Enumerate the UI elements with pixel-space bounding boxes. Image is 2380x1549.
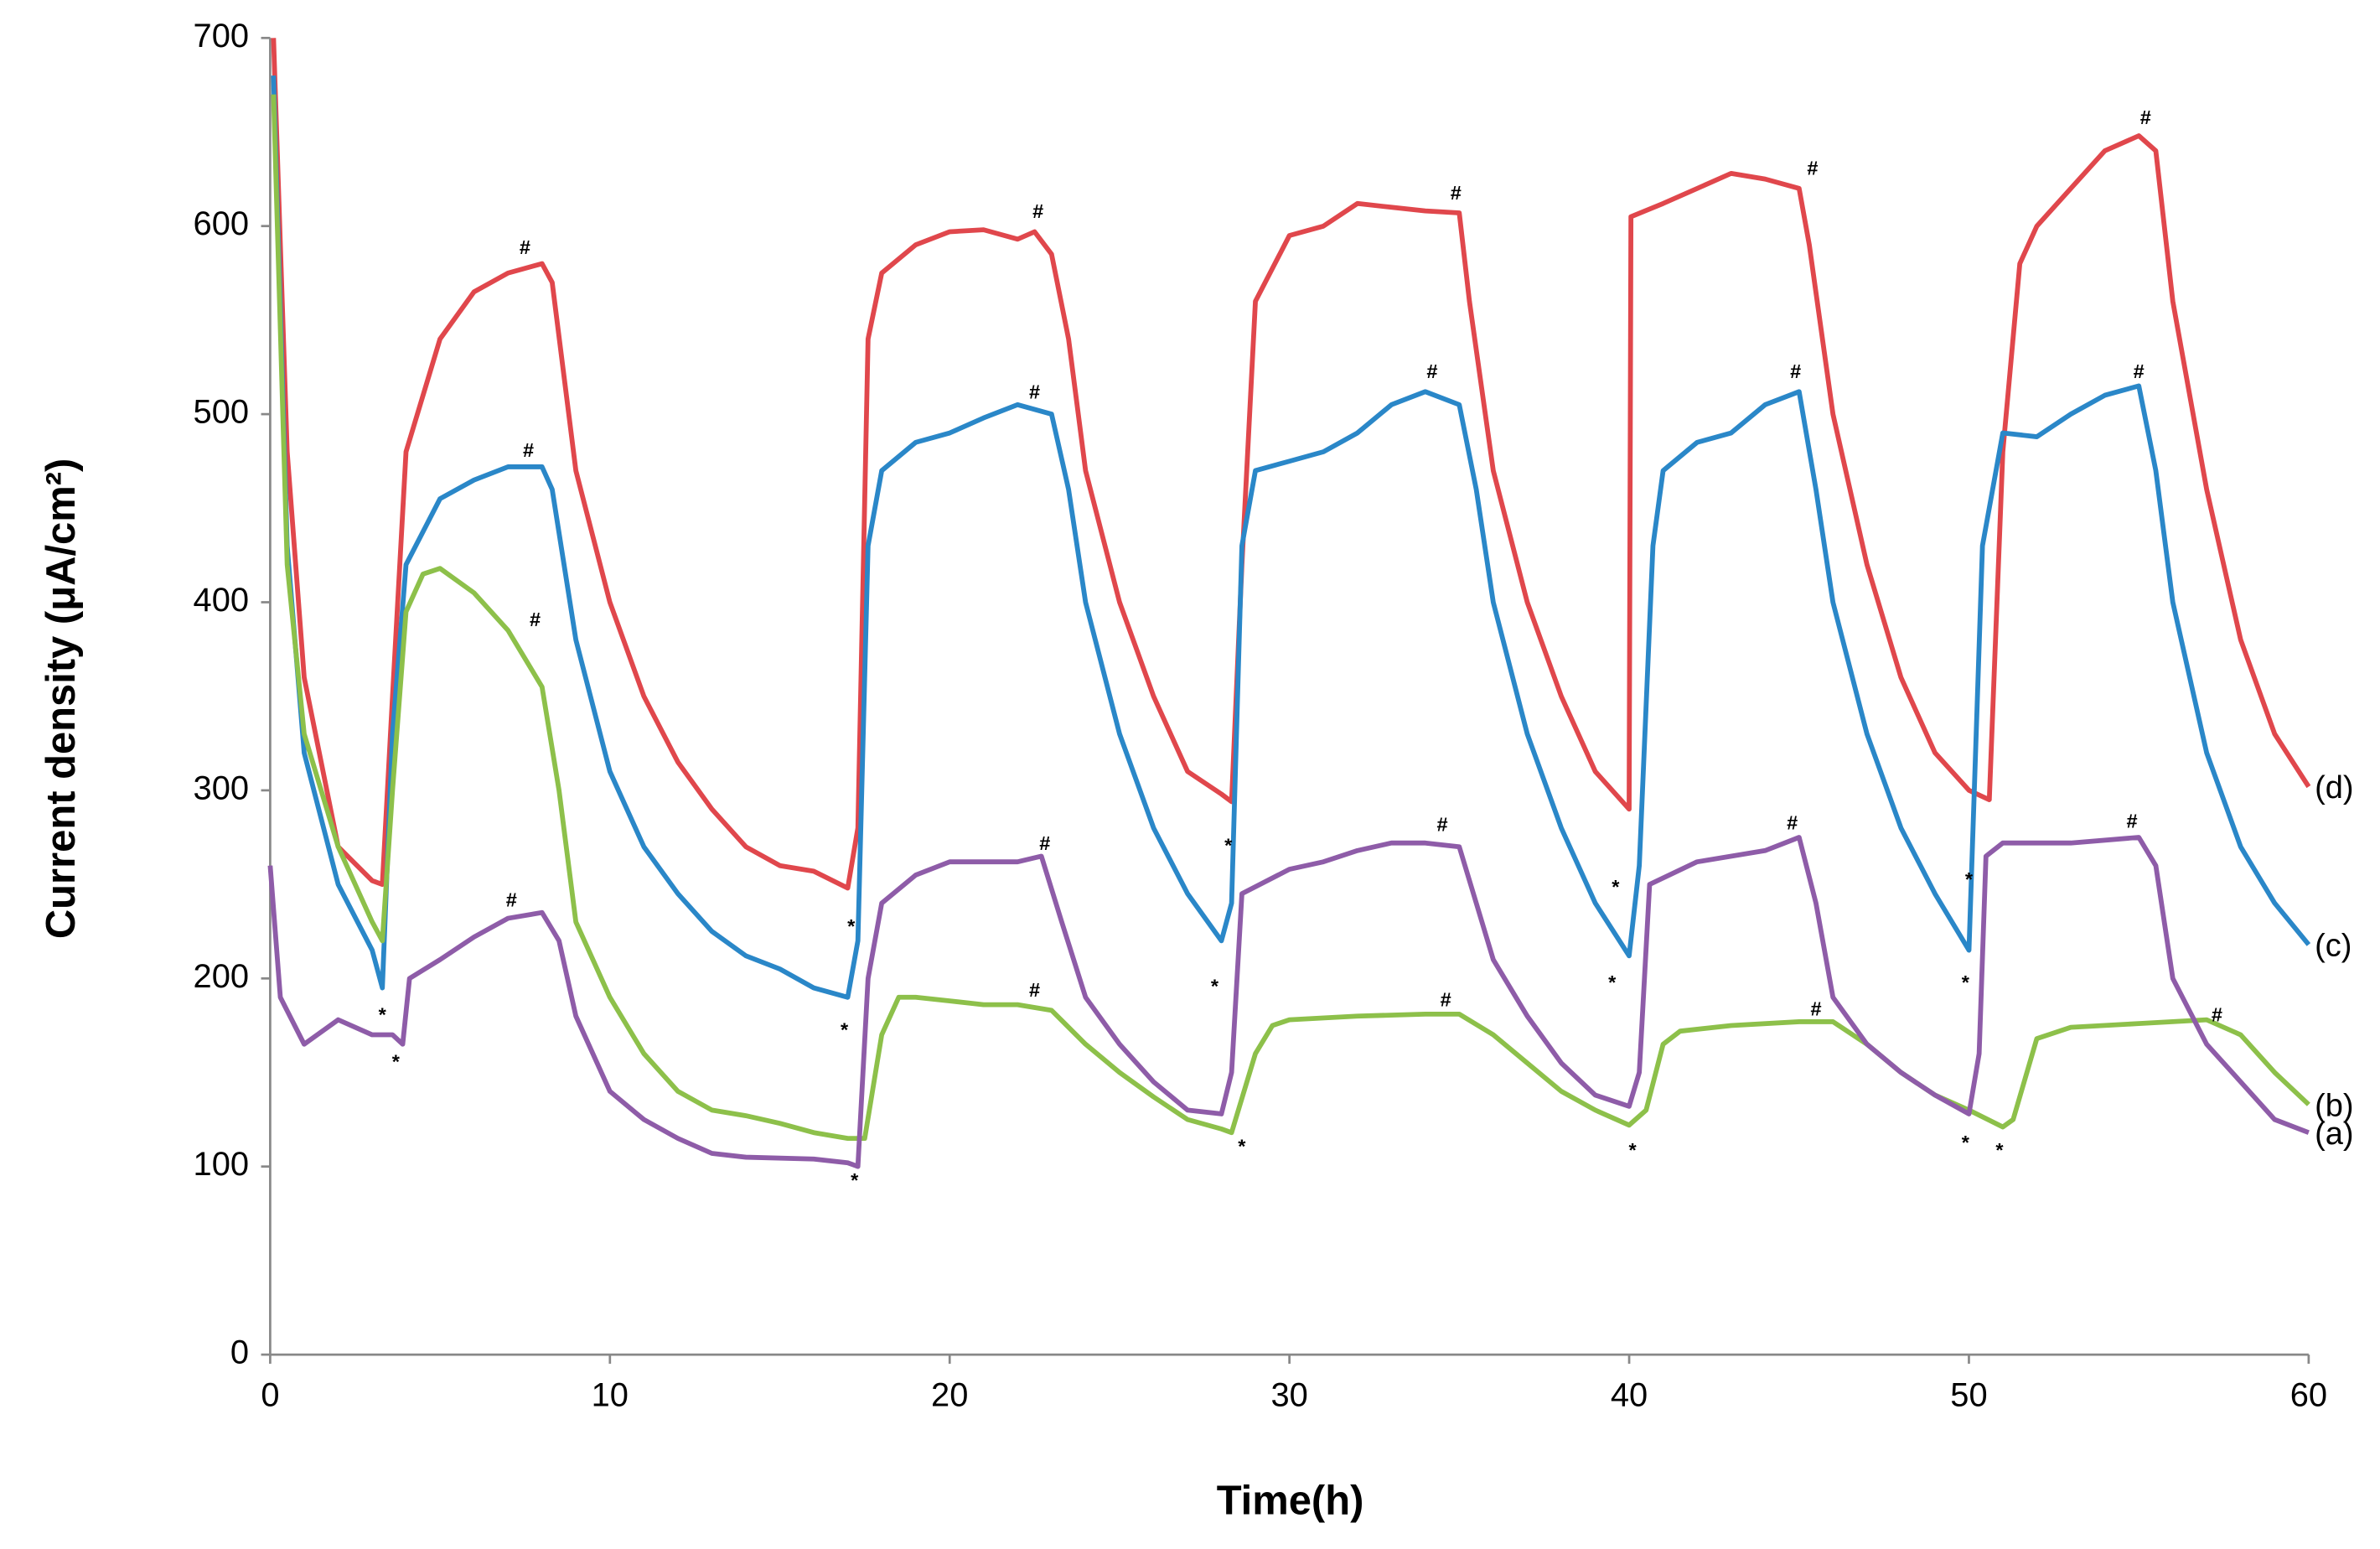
annotation: # [1437, 814, 1448, 836]
annotation: # [1029, 381, 1040, 403]
annotation: * [1612, 876, 1620, 898]
annotation: # [523, 439, 534, 461]
annotation: * [1962, 1132, 1970, 1153]
y-tick-label: 100 [194, 1146, 249, 1183]
x-tick-label: 0 [261, 1376, 279, 1413]
y-tick-label: 600 [194, 205, 249, 242]
annotation: # [1807, 158, 1818, 179]
x-tick-label: 50 [1950, 1376, 1987, 1413]
annotation: * [1238, 1135, 1246, 1157]
annotation: * [379, 1003, 387, 1025]
y-axis-title: Current density (μA/cm²) [39, 458, 84, 939]
series-line [267, 835, 2310, 1169]
annotation: * [1629, 1139, 1638, 1161]
annotation: # [1787, 812, 1798, 834]
annotation: * [392, 1050, 401, 1072]
annotation: # [1441, 988, 1451, 1010]
x-tick-label: 60 [2290, 1376, 2327, 1413]
annotation: # [2212, 1003, 2222, 1025]
annotation: * [1224, 834, 1233, 856]
series-line [271, 75, 2311, 1000]
y-tick-label: 500 [194, 394, 249, 431]
annotation: * [1211, 976, 1219, 997]
annotation: # [2127, 810, 2138, 831]
annotation: # [2134, 360, 2145, 382]
series-label: (a) [2315, 1116, 2353, 1152]
annotation: * [1995, 1139, 2004, 1161]
annotation: * [1608, 971, 1617, 993]
y-tick-label: 700 [194, 18, 249, 54]
y-tick-label: 300 [194, 769, 249, 806]
annotation: # [530, 609, 541, 630]
annotation: # [520, 236, 530, 258]
y-tick-label: 200 [194, 958, 249, 995]
annotation: * [847, 915, 856, 937]
annotation: # [1790, 360, 1801, 382]
annotation: # [1039, 832, 1050, 854]
annotation: # [1810, 998, 1821, 1020]
annotation: * [851, 1169, 859, 1191]
x-axis-title: Time(h) [1217, 1479, 1364, 1524]
series-label: (c) [2315, 929, 2352, 964]
y-tick-label: 400 [194, 582, 249, 619]
series-line [271, 94, 2310, 1141]
x-tick-label: 40 [1611, 1376, 1648, 1413]
x-tick-label: 30 [1270, 1376, 1307, 1413]
annotation: # [1451, 182, 1462, 204]
annotation: # [1029, 979, 1040, 1001]
x-tick-label: 20 [931, 1376, 968, 1413]
annotation: * [841, 1018, 849, 1040]
x-tick-label: 10 [592, 1376, 629, 1413]
annotation: # [1426, 360, 1437, 382]
annotation: # [2140, 106, 2151, 128]
series-label: (b) [2315, 1088, 2353, 1123]
annotation: # [506, 889, 517, 911]
y-tick-label: 0 [230, 1334, 249, 1371]
annotation: * [1962, 971, 1970, 993]
series-label: (d) [2315, 770, 2353, 806]
annotation: * [1965, 868, 1974, 890]
annotation: # [1032, 200, 1043, 222]
